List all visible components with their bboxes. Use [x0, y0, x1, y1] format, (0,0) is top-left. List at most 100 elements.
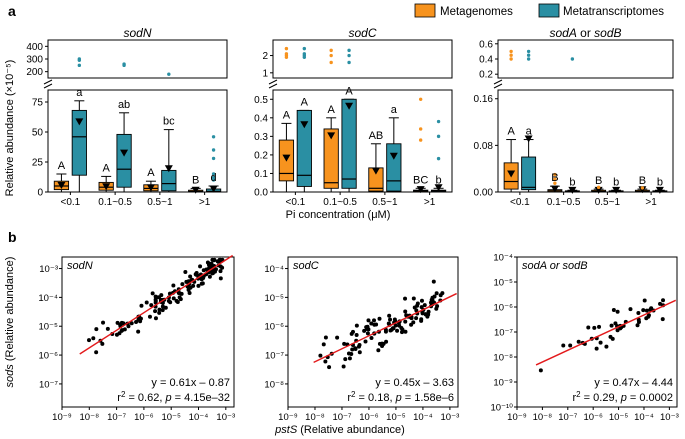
- panel-b-xlabel: pstS (Relative abundance): [274, 424, 405, 436]
- panel-a-sodA-sodB-plot: sodA or sodB 0.2 0.4 0.6 0.00 0.08 0.16 <0.1 0.1…: [474, 26, 674, 208]
- data-point: [198, 264, 203, 269]
- data-point: [177, 295, 182, 300]
- x-tick-label: 10⁻³: [660, 412, 679, 423]
- data-point: [604, 344, 609, 349]
- data-point: [166, 299, 171, 304]
- regression-line: [79, 254, 234, 355]
- significance-letter: b: [613, 176, 619, 188]
- outlier-point: [302, 46, 307, 51]
- box: [71, 109, 87, 176]
- box: [116, 133, 132, 188]
- data-point: [403, 319, 408, 324]
- data-point: [383, 329, 388, 334]
- outlier-point: [509, 53, 513, 57]
- data-point: [356, 344, 361, 349]
- y-tick-label: 10⁻⁴: [38, 293, 58, 304]
- data-point: [171, 296, 176, 301]
- y-tick-label: 25: [32, 158, 44, 169]
- x-tick-label: 10⁻⁵: [609, 412, 629, 423]
- significance-letter: ab: [118, 99, 130, 111]
- data-point: [354, 323, 359, 328]
- box: [296, 109, 312, 187]
- data-point: [180, 282, 185, 287]
- x-tick-label: 10⁻⁴: [189, 412, 209, 423]
- panel-b-xlabel-italic: pstS: [274, 424, 298, 436]
- significance-letter: a: [391, 104, 398, 116]
- y-tick-label: 10⁻⁸: [493, 353, 513, 364]
- data-point: [207, 261, 212, 266]
- y-tick-label: 400: [26, 42, 43, 53]
- fit-equation: y = 0.61x – 0.87: [151, 377, 230, 389]
- data-point: [171, 283, 176, 288]
- mean-marker: [550, 185, 559, 193]
- significance-letter: d: [211, 172, 217, 184]
- data-point: [644, 308, 649, 313]
- significance-letter: BC: [413, 174, 428, 186]
- data-point: [538, 368, 543, 373]
- mean-marker: [389, 152, 398, 160]
- y-tick-label: 75: [32, 98, 44, 109]
- x-tick-label: 10⁻⁷: [332, 412, 352, 423]
- data-point: [377, 316, 382, 321]
- data-point: [144, 300, 149, 305]
- fit-statistics: r2 = 0.18, p = 1.58e–6: [347, 390, 454, 404]
- data-point: [660, 317, 665, 322]
- significance-letter: b: [569, 176, 575, 188]
- data-point: [327, 365, 332, 370]
- y-tick-label: 10⁻⁸: [264, 379, 284, 390]
- mean-marker: [638, 186, 647, 194]
- significance-letter: B: [551, 172, 558, 184]
- panel-a-ylabel: Relative abundance (×10⁻⁵): [4, 60, 16, 197]
- mean-marker: [282, 154, 291, 162]
- data-point: [414, 316, 419, 321]
- outlier-point: [553, 181, 557, 185]
- y-tick-label: 10⁻⁶: [39, 351, 59, 362]
- data-point: [598, 340, 603, 345]
- outlier-point: [122, 62, 126, 66]
- metatranscriptome-box: a: [386, 104, 402, 192]
- x-tick-label: <0.1: [286, 197, 306, 208]
- legend: Metagenomes Metatranscriptomes: [414, 3, 664, 18]
- data-point: [119, 320, 124, 325]
- outlier-point: [284, 52, 289, 56]
- data-point: [323, 359, 328, 364]
- data-point: [635, 323, 640, 328]
- outlier-point: [211, 135, 216, 139]
- x-tick-label: 10⁻⁹: [507, 412, 527, 423]
- significance-letter: bc: [163, 116, 175, 128]
- mean-marker: [57, 182, 66, 189]
- data-point: [403, 309, 408, 314]
- x-tick-label: <0.1: [61, 197, 81, 208]
- data-point: [592, 325, 597, 330]
- x-tick-label: 10⁻⁷: [107, 412, 127, 423]
- data-point: [153, 309, 158, 314]
- data-point: [661, 298, 666, 303]
- data-point: [609, 323, 614, 328]
- data-point: [218, 276, 223, 281]
- x-tick-label: 10⁻³: [216, 412, 235, 423]
- subplot-title: sodN: [67, 260, 93, 272]
- data-point: [91, 336, 96, 341]
- data-point: [611, 308, 616, 313]
- axis-break-mark: [493, 83, 503, 89]
- data-point: [160, 304, 165, 309]
- upper-frame: [497, 39, 674, 79]
- panel-a-sodC-plot: sodC 1 2 0.0 0.1 0.2 0.3 0.4 0.5 <0.1 0.1~0.5 0.5~1…: [254, 26, 453, 208]
- data-point: [388, 317, 393, 322]
- legend-label-metagenomes: Metagenomes: [440, 6, 513, 18]
- panel-b-xlabel-rest: (Relative abundance): [297, 424, 405, 436]
- outlier-point: [596, 185, 601, 190]
- fit-equation: y = 0.47x – 4.44: [594, 377, 673, 389]
- data-point: [94, 350, 99, 355]
- metatranscriptome-box: A: [296, 46, 312, 192]
- data-point: [157, 295, 162, 300]
- data-point: [414, 308, 419, 313]
- stat-part: 2: [351, 390, 356, 399]
- significance-letter: b: [436, 174, 442, 186]
- outlier-point: [329, 53, 333, 58]
- x-tick-label: 10⁻⁸: [80, 412, 100, 423]
- data-point: [404, 313, 409, 318]
- subplot-title: sodC: [293, 260, 319, 272]
- significance-letter: A: [58, 160, 66, 172]
- metatranscriptome-box: a: [71, 57, 87, 192]
